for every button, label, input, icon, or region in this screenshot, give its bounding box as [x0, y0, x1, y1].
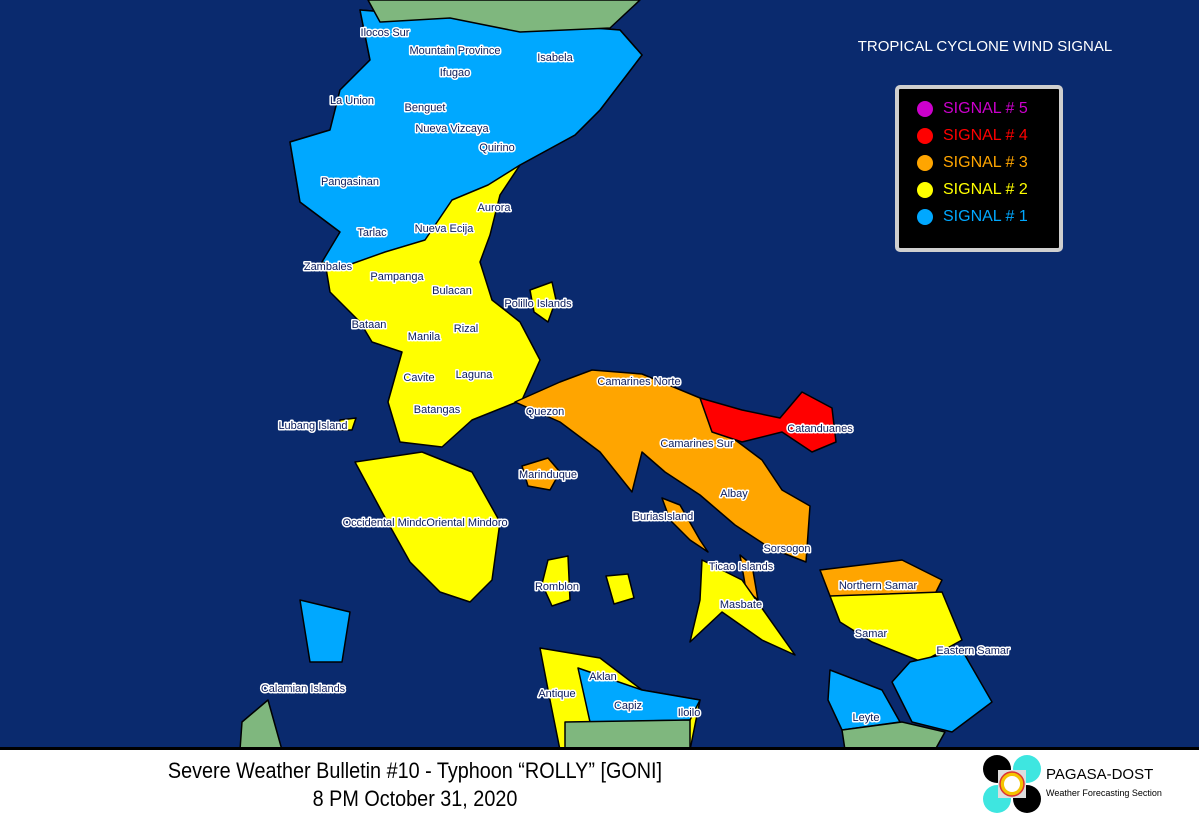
- legend-item-signal-1: SIGNAL # 1: [899, 203, 1059, 230]
- bulletin-date: 8 PM October 31, 2020: [312, 786, 518, 811]
- cagayan-no-signal: [367, 0, 641, 33]
- bulletin-footer: Severe Weather Bulletin #10 - Typhoon “R…: [0, 747, 1199, 815]
- legend-item-signal-2: SIGNAL # 2: [899, 176, 1059, 203]
- label-aklan: Aklan: [589, 671, 617, 683]
- legend-item-signal-3: SIGNAL # 3: [899, 149, 1059, 176]
- legend-title: TROPICAL CYCLONE WIND SIGNAL: [857, 38, 1113, 55]
- bulletin-title: Severe Weather Bulletin #10 - Typhoon “R…: [167, 758, 663, 783]
- label-pampanga: Pampanga: [370, 271, 424, 283]
- palawan-no-signal: [239, 699, 283, 750]
- org-subtitle: Weather Forecasting Section: [1046, 788, 1162, 798]
- province-labels: Ilocos Sur Mountain Province Isabela Ifu…: [259, 26, 1011, 726]
- label-aurora: Aurora: [477, 202, 511, 214]
- label-northern-samar: Northern Samar: [839, 580, 918, 592]
- label-albay: Albay: [720, 488, 748, 500]
- luzon-signal1: [289, 9, 643, 269]
- label-manila: Manila: [408, 331, 441, 343]
- burias: [661, 497, 709, 553]
- label-camarines-sur: Camarines Sur: [660, 438, 734, 450]
- legend-label: SIGNAL # 1: [943, 207, 1028, 225]
- label-cavite: Cavite: [403, 372, 434, 384]
- label-bataan: Bataan: [352, 319, 387, 331]
- label-polillo: Polillo Islands: [504, 298, 572, 310]
- label-romblon: Romblon: [535, 581, 579, 593]
- signal-3-dot-icon: [917, 154, 933, 171]
- signal-2-dot-icon: [917, 181, 933, 198]
- label-masbate: Masbate: [720, 599, 762, 611]
- legend-item-signal-4: SIGNAL # 4: [899, 122, 1059, 149]
- org-name: PAGASA-DOST: [1046, 766, 1154, 783]
- label-iloilo: Iloilo: [678, 707, 701, 719]
- polillo: [529, 281, 557, 323]
- label-bulacan: Bulacan: [432, 285, 472, 297]
- label-tarlac: Tarlac: [357, 227, 387, 239]
- label-mountain-province: Mountain Province: [409, 45, 500, 57]
- panay-signal1: [577, 667, 701, 723]
- label-antique: Antique: [538, 688, 575, 700]
- catanduanes: [699, 391, 837, 453]
- label-calamian: Calamian Islands: [261, 683, 346, 695]
- label-sorsogon: Sorsogon: [763, 543, 810, 555]
- masbate: [689, 559, 796, 656]
- legend-label: SIGNAL # 3: [943, 153, 1028, 171]
- label-eastern-samar: Eastern Samar: [936, 645, 1010, 657]
- label-ifugao: Ifugao: [440, 67, 471, 79]
- signal-legend: SIGNAL # 5 SIGNAL # 4 SIGNAL # 3 SIGNAL …: [895, 85, 1063, 252]
- label-quirino: Quirino: [479, 142, 514, 154]
- label-camarines-norte: Camarines Norte: [597, 376, 680, 388]
- romblon: [541, 555, 571, 607]
- legend-label: SIGNAL # 4: [943, 126, 1028, 144]
- label-pangasinan: Pangasinan: [321, 176, 379, 188]
- label-laguna: Laguna: [456, 369, 494, 381]
- romblon-east: [605, 573, 635, 605]
- label-capiz: Capiz: [614, 700, 642, 712]
- label-marinduque: Marinduque: [519, 469, 577, 481]
- signal-1-dot-icon: [917, 208, 933, 225]
- label-rizal: Rizal: [454, 323, 478, 335]
- mindoro: [354, 451, 501, 603]
- label-burias: BuriasIsland: [633, 511, 694, 523]
- label-quezon: Quezon: [526, 406, 565, 418]
- eastern-samar: [891, 649, 993, 733]
- signal-4-dot-icon: [917, 127, 933, 144]
- label-batangas: Batangas: [414, 404, 461, 416]
- label-leyte: Leyte: [853, 712, 880, 724]
- label-nueva-ecija: Nueva Ecija: [415, 223, 475, 235]
- legend-label: SIGNAL # 2: [943, 180, 1028, 198]
- label-nueva-vizcaya: Nueva Vizcaya: [415, 123, 489, 135]
- label-zambales: Zambales: [304, 261, 353, 273]
- label-ticao: Ticao Islands: [709, 561, 774, 573]
- ticao: [739, 554, 759, 601]
- label-catanduanes: Catanduanes: [787, 423, 853, 435]
- label-la-union: La Union: [330, 95, 374, 107]
- label-oriental-mindoro: Oriental Mindoro: [426, 517, 507, 529]
- pagasa-dost-logo: [983, 755, 1041, 813]
- label-isabela: Isabela: [537, 52, 573, 64]
- label-occidental-mindoro: Occidental Mindoro: [343, 517, 438, 529]
- leyte-south-no-signal: [841, 721, 946, 750]
- legend-label: SIGNAL # 5: [943, 99, 1028, 117]
- legend-item-signal-5: SIGNAL # 5: [899, 95, 1059, 122]
- bicol-signal3: [514, 369, 811, 563]
- label-benguet: Benguet: [405, 102, 446, 114]
- marinduque: [521, 457, 561, 491]
- label-ilocos-sur: Ilocos Sur: [361, 27, 410, 39]
- lubang: [337, 417, 357, 431]
- label-lubang: Lubang Island: [278, 420, 347, 432]
- panay-no-signal: [564, 719, 691, 750]
- calamian: [299, 599, 351, 663]
- label-samar: Samar: [855, 628, 888, 640]
- signal-5-dot-icon: [917, 100, 933, 117]
